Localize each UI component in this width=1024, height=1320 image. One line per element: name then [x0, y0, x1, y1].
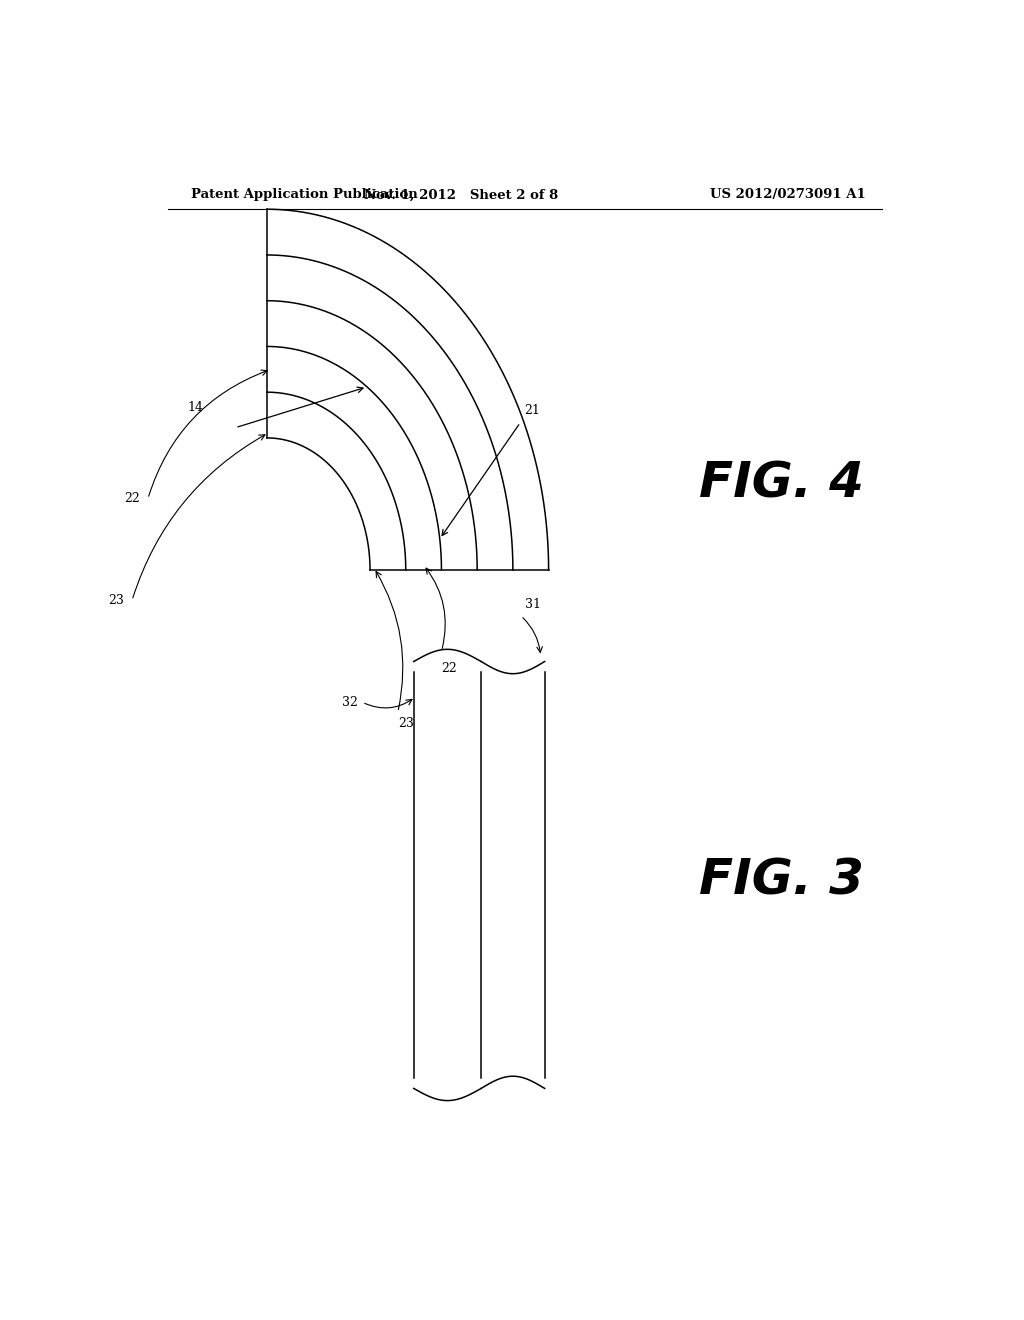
- Text: FIG. 4: FIG. 4: [699, 459, 864, 508]
- Text: Nov. 1, 2012   Sheet 2 of 8: Nov. 1, 2012 Sheet 2 of 8: [365, 189, 558, 202]
- Text: FIG. 3: FIG. 3: [699, 857, 864, 904]
- Text: 23: 23: [397, 718, 414, 730]
- Text: US 2012/0273091 A1: US 2012/0273091 A1: [711, 189, 866, 202]
- Text: 23: 23: [109, 594, 124, 607]
- Text: 21: 21: [524, 404, 541, 417]
- Text: 32: 32: [342, 696, 358, 709]
- Text: 14: 14: [187, 401, 204, 414]
- Text: Patent Application Publication: Patent Application Publication: [191, 189, 418, 202]
- Text: 31: 31: [524, 598, 541, 611]
- Text: 22: 22: [124, 492, 140, 506]
- Text: 22: 22: [441, 661, 458, 675]
